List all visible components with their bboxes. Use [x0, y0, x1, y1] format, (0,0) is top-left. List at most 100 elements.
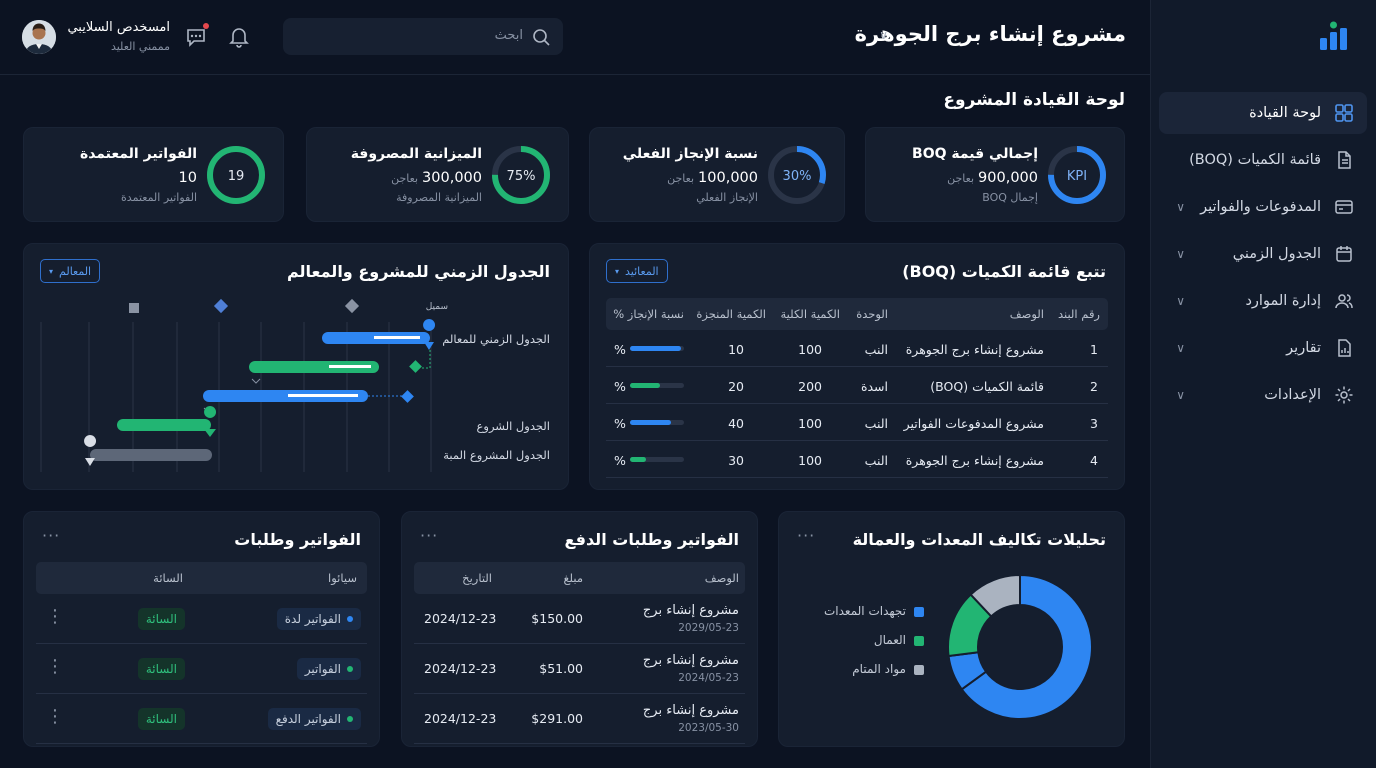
cell-sub-date: 2024/05-23	[678, 672, 739, 684]
avatar[interactable]	[22, 20, 56, 54]
kebab-menu-icon[interactable]: ⋮	[46, 656, 65, 677]
milestone-square	[129, 303, 139, 313]
payments-card-title: الفواتير وطلبات الدفع	[564, 530, 739, 549]
app-logo-icon[interactable]	[1318, 20, 1350, 52]
kpi-card-boq-total[interactable]: إجمالي قيمة BOQ 900,000بعاجن إجمال BOQ K…	[865, 127, 1125, 222]
kpi-card-spent-budget[interactable]: الميزانية المصروفة 300,000بعاجن الميزاني…	[306, 127, 569, 222]
sidebar-item-label: إدارة الموارد	[1245, 293, 1321, 309]
chevron-down-icon: ∨	[1176, 341, 1185, 355]
project-title[interactable]: مشروع إنشاء برج الجوهرة	[854, 22, 1126, 46]
kpi-subtitle: إجمال BOQ	[982, 191, 1038, 204]
table-row[interactable]: الفواتير السائة ⋮	[36, 644, 367, 694]
col-unit: الوحدة	[856, 307, 888, 321]
milestone-pin	[423, 319, 436, 350]
cell-item-no: 2	[1090, 379, 1098, 394]
col-description: الوصف	[1009, 307, 1044, 321]
kpi-ring-progress	[492, 146, 550, 204]
chevron-down-icon: ▾	[49, 266, 54, 276]
kpi-title: الميزانية المصروفة	[350, 146, 482, 162]
legend-label: العمال	[873, 633, 906, 647]
progress-fill	[630, 383, 660, 388]
more-options-icon[interactable]: ···	[42, 526, 61, 545]
chevron-down-icon[interactable]: ∨	[879, 28, 888, 42]
more-options-icon[interactable]: ···	[420, 526, 439, 545]
kpi-subtitle: الميزانية المصروفة	[396, 191, 482, 204]
kpi-title: الفواتير المعتمدة	[79, 146, 197, 162]
page-title: لوحة القيادة المشروع	[943, 90, 1125, 110]
sidebar: لوحة القيادة قائمة الكميات (BOQ) المدفوع…	[1150, 0, 1376, 768]
dashboard-grid-icon	[1333, 102, 1355, 124]
invoices-table-header: سيائوا السائة	[36, 562, 367, 594]
table-row[interactable]: مشروع إنشاء برج 2023/05-30 $291.00 2024/…	[414, 694, 745, 744]
sidebar-item-resources[interactable]: إدارة الموارد ∨	[1159, 280, 1367, 322]
progress-fill	[630, 457, 647, 462]
kpi-card-actual-progress[interactable]: نسبة الإنجاز الفعلي 100,000بعاجن الإنجاز…	[589, 127, 845, 222]
kebab-menu-icon[interactable]: ⋮	[46, 706, 65, 727]
progress-fill	[630, 346, 682, 351]
invoice-name-pill: الفواتير لدة	[276, 608, 361, 630]
chevron-down-icon: ∨	[1176, 294, 1185, 308]
status-dot	[347, 716, 353, 722]
kpi-card-approved-invoices[interactable]: الفواتير المعتمدة 10 الفواتير المعتمدة 1…	[23, 127, 284, 222]
search-input[interactable]: ابحث	[283, 18, 563, 55]
sidebar-item-dashboard[interactable]: لوحة القيادة	[1159, 92, 1367, 134]
table-row[interactable]: 2 قائمة الكميات (BOQ) اسدة 200 20 %	[606, 367, 1108, 404]
payments-card: الفواتير وطلبات الدفع ··· الوصف مبلغ الت…	[401, 511, 758, 747]
kpi-title: إجمالي قيمة BOQ	[912, 146, 1038, 162]
gantt-filter-dropdown[interactable]: المعالم ▾	[40, 259, 101, 283]
boq-filter-dropdown[interactable]: المعائيد ▾	[606, 259, 668, 283]
cell-item-no: 3	[1090, 416, 1098, 431]
bell-icon[interactable]	[229, 26, 249, 48]
kpi-ring: 30%	[766, 144, 828, 206]
cell-amount: $150.00	[531, 611, 583, 626]
sidebar-item-label: الجدول الزمني	[1232, 246, 1321, 262]
cell-sub-date: 2029/05-23	[678, 622, 739, 634]
col-status: السائة	[153, 571, 183, 585]
legend-item: العمال	[874, 633, 924, 647]
kpi-ring: 75%	[490, 144, 552, 206]
table-row[interactable]: الفواتير الدفع السائة ⋮	[36, 694, 367, 744]
kpi-value: 10	[178, 170, 197, 186]
cell-date: 2024/12-23	[424, 711, 497, 726]
cell-done-qty: 20	[728, 379, 744, 394]
cell-percent: %	[614, 416, 626, 431]
sidebar-item-reports[interactable]: تقارير ∨	[1159, 327, 1367, 369]
progress-bar	[630, 383, 684, 388]
kpi-ring: 19	[205, 144, 267, 206]
col-done-qty: الكمية المنجزة	[696, 307, 766, 321]
sidebar-item-schedule[interactable]: الجدول الزمني ∨	[1159, 233, 1367, 275]
table-row[interactable]: 3 مشروع المدفوعات الفواتير النب 100 40 %	[606, 404, 1108, 441]
gantt-bar	[90, 449, 212, 461]
user-name[interactable]: امسخدص السلايبي	[67, 20, 170, 35]
table-row[interactable]: مشروع إنشاء برج 2024/05-23 $51.00 2024/1…	[414, 644, 745, 694]
dropdown-label: المعائيد	[625, 264, 659, 278]
kpi-subtitle: الإنجاز الفعلي	[696, 191, 758, 204]
progress-bar	[630, 457, 684, 462]
sidebar-item-boq[interactable]: قائمة الكميات (BOQ)	[1159, 139, 1367, 181]
kebab-menu-icon[interactable]: ⋮	[46, 606, 65, 627]
cost-analytics-card: تحليلات تكاليف المعدات والعمالة ··· تجهد…	[778, 511, 1125, 747]
table-row[interactable]: الفواتير لدة السائة ⋮	[36, 594, 367, 644]
milestone-diamond	[213, 298, 229, 314]
milestone-diamond	[344, 298, 360, 314]
sidebar-item-settings[interactable]: الإعدادات ∨	[1159, 374, 1367, 416]
table-row[interactable]: مشروع إنشاء برج 2029/05-23 $150.00 2024/…	[414, 594, 745, 644]
boq-tracking-card: تتبع قائمة الكميات (BOQ) المعائيد ▾ رقم …	[589, 243, 1125, 490]
table-row[interactable]: 4 مشروع إنشاء برج الجوهرة النب 100 30 %	[606, 441, 1108, 478]
cell-percent: %	[614, 379, 626, 394]
sidebar-item-payments[interactable]: المدفوعات والفواتير ∨	[1159, 186, 1367, 228]
chevron-down-icon: ∨	[1176, 200, 1185, 214]
chevron-down-icon: ▾	[615, 266, 620, 276]
cell-total-qty: 200	[798, 379, 822, 394]
legend-item: تجهدات المعدات	[824, 604, 924, 618]
kpi-value: 300,000بعاجن	[391, 170, 482, 186]
status-dot	[347, 666, 353, 672]
more-options-icon[interactable]: ···	[797, 526, 816, 545]
cell-date: 2024/12-23	[424, 611, 497, 626]
sidebar-item-label: لوحة القيادة	[1249, 105, 1321, 121]
cell-description: قائمة الكميات (BOQ)	[930, 379, 1044, 394]
chat-icon[interactable]	[185, 23, 209, 48]
invoice-name: الفواتير	[304, 662, 341, 676]
table-row[interactable]: 1 مشروع إنشاء برج الجوهرة النب 100 10 %	[606, 330, 1108, 367]
invoices-card-title: الفواتير وطلبات	[234, 530, 361, 549]
